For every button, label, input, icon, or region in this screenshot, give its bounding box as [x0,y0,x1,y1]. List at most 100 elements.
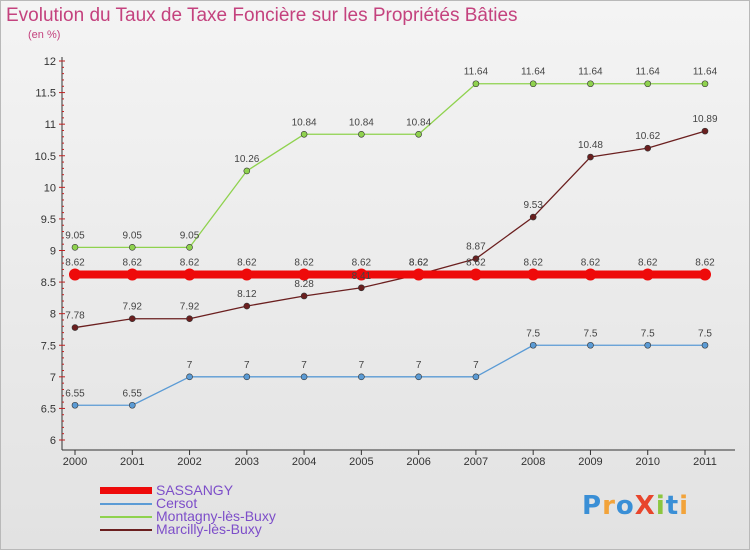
data-point [699,268,711,281]
data-point [243,302,251,310]
data-point [71,324,79,331]
data-label: 7.5 [641,328,655,339]
logo-letter: o [615,491,635,521]
data-point [644,341,652,349]
data-label: 8.62 [409,258,429,269]
legend-label: SASSANGY [156,482,234,498]
data-label: 11.64 [464,67,489,78]
data-label: 8.87 [466,242,486,253]
logo-letter: r [602,491,616,521]
data-label: 11.64 [636,67,661,78]
data-label: 8.62 [294,258,314,269]
data-point [300,130,308,138]
y-tick-label: 11.5 [35,88,56,100]
legend-label: Cersot [156,495,198,511]
data-point [128,315,136,323]
data-label: 8.62 [180,258,200,269]
logo-letter: i [655,491,666,521]
data-label: 9.05 [123,230,143,241]
data-label: 8.62 [65,258,85,269]
data-label: 8.12 [237,289,257,300]
logo-letter: i [679,491,690,521]
x-tick-label: 2011 [693,456,717,468]
data-point [71,401,79,409]
series-line-Cersot [75,344,705,406]
data-point [300,292,308,300]
x-tick-label: 2009 [578,456,602,468]
data-point [701,341,709,349]
data-label: 7.92 [180,302,200,313]
legend-swatch [100,529,152,531]
logo-letter: t [665,491,680,521]
x-tick-label: 2008 [521,456,545,468]
data-point [587,80,594,88]
data-label: 10.84 [292,117,317,128]
data-point [355,268,368,281]
x-tick-label: 2001 [120,456,144,468]
data-point [701,127,709,135]
data-point [358,373,365,381]
x-tick-label: 2005 [349,456,373,468]
y-tick-label: 9.5 [41,214,56,226]
x-tick-label: 2002 [177,456,201,468]
data-point [527,268,540,281]
legend-swatch [100,503,152,505]
x-tick-label: 2006 [406,456,430,468]
data-label: 10.84 [349,117,374,128]
data-point [183,268,196,281]
data-label: 10.84 [406,117,431,128]
data-label: 8.28 [294,279,314,290]
data-label: 7.78 [65,311,85,322]
data-label: 8.62 [581,258,601,269]
data-point [584,268,597,281]
data-label: 10.26 [234,154,259,165]
data-label: 8.62 [409,258,429,269]
data-label: 7.92 [123,302,143,313]
data-point [71,244,79,251]
data-point [128,244,136,251]
y-tick-label: 9 [50,246,56,258]
data-point [644,144,652,152]
data-point [529,341,537,349]
x-tick-label: 2010 [635,456,659,468]
data-point [472,373,480,381]
data-point [186,315,193,323]
y-tick-label: 6.5 [41,403,56,415]
data-point [701,80,709,88]
proxiti-logo: ProXiti [582,491,689,521]
data-label: 6.55 [123,388,143,399]
data-point [472,80,480,88]
data-point [415,130,422,138]
data-point [128,401,136,409]
data-label: 11.64 [693,67,718,78]
y-tick-label: 11 [45,119,56,131]
data-point [644,80,652,88]
data-label: 9.53 [523,200,543,211]
y-tick-label: 12 [44,56,56,68]
data-point [298,268,311,281]
x-tick-label: 2000 [63,456,87,468]
y-tick-label: 6 [50,435,56,447]
data-label: 8.62 [352,258,372,269]
chart-subtitle: (en %) [28,29,61,41]
data-label: 7 [187,360,193,371]
data-point [472,255,480,263]
data-label: 10.48 [578,140,603,151]
chart-title: Evolution du Taux de Taxe Foncière sur l… [6,5,518,26]
data-point [587,341,594,349]
data-label: 10.62 [635,131,660,142]
data-label: 6.55 [65,388,85,399]
y-tick-label: 7.5 [41,340,56,352]
series-line-Marcilly-lès-Buxy [74,130,706,329]
x-tick-label: 2007 [464,456,488,468]
data-label: 8.62 [638,258,658,269]
series-line-Montagny-lès-Buxy [75,83,705,248]
legend-swatch [100,516,152,518]
data-label: 7 [359,360,365,371]
data-point [469,268,482,281]
data-label: 7 [301,360,307,371]
data-point [186,373,193,381]
data-point [243,373,251,381]
data-point [358,284,365,292]
data-label: 8.41 [352,271,372,282]
